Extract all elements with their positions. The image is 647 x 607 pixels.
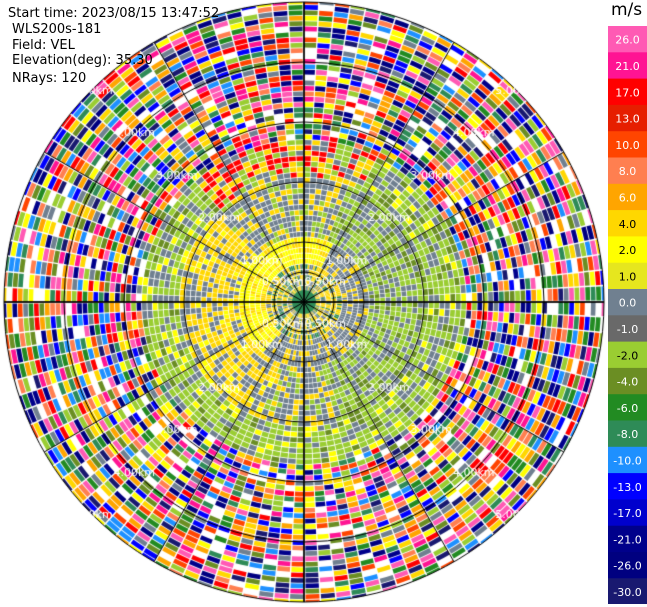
colorbar-tick-label: -6.0 — [617, 402, 638, 415]
colorbar-tick-label: 2.0 — [619, 244, 637, 257]
colorbar-swatch — [608, 420, 647, 448]
colorbar-swatch — [608, 578, 647, 604]
colorbar-swatch — [608, 236, 647, 264]
colorbar-tick-label: -13.0 — [613, 481, 641, 494]
colorbar-swatch — [608, 157, 647, 185]
elevation-label: Elevation(deg): 35.30 — [12, 53, 153, 68]
colorbar-tick-label: -2.0 — [617, 349, 638, 362]
colorbar-tick-label: 0.0 — [619, 297, 637, 310]
colorbar-swatch — [608, 499, 647, 527]
colorbar-swatch — [608, 210, 647, 237]
colorbar-tick-label: 1.0 — [619, 270, 637, 283]
colorbar-swatch — [608, 289, 647, 316]
colorbar-swatch — [608, 446, 647, 474]
colorbar-swatch — [608, 131, 647, 158]
colorbar-units-label: m/s — [611, 0, 643, 20]
colorbar-tick-label: -30.0 — [613, 586, 641, 599]
colorbar-swatch — [608, 26, 647, 53]
nrays-label: NRays: 120 — [12, 71, 87, 86]
colorbar-tick-label: 8.0 — [619, 165, 637, 178]
colorbar-tick-label: -17.0 — [613, 507, 641, 520]
colorbar-tick-label: 17.0 — [615, 86, 640, 99]
colorbar-tick-label: 6.0 — [619, 191, 637, 204]
colorbar-tick-label: -10.0 — [613, 454, 641, 467]
colorbar-swatch — [608, 78, 647, 106]
colorbar-tick-label: -1.0 — [617, 323, 638, 336]
colorbar-swatch — [608, 262, 647, 290]
colorbar-tick-label: -4.0 — [617, 376, 638, 389]
colorbar-swatch — [608, 183, 647, 211]
colorbar-swatch — [608, 52, 647, 80]
colorbar-swatch — [608, 552, 647, 579]
colorbar-tick-label: 10.0 — [615, 139, 640, 152]
colorbar-swatch — [608, 315, 647, 343]
instrument-label: WLS200s-181 — [12, 22, 102, 37]
colorbar-tick-label: -8.0 — [617, 428, 638, 441]
start-time-label: Start time: 2023/08/15 13:47:52 — [8, 6, 220, 21]
colorbar-swatch — [608, 525, 647, 553]
colorbar-tick-label: -21.0 — [613, 533, 641, 546]
colorbar-tick-label: 21.0 — [615, 60, 640, 73]
colorbar-swatch — [608, 473, 647, 500]
colorbar-tick-label: 13.0 — [615, 113, 640, 126]
colorbar-tick-label: 4.0 — [619, 218, 637, 231]
field-label: Field: VEL — [12, 38, 75, 53]
colorbar-swatch — [608, 394, 647, 421]
colorbar-tick-label: -26.0 — [613, 560, 641, 573]
colorbar-swatch — [608, 104, 647, 132]
colorbar-tick-label: 26.0 — [615, 34, 640, 47]
colorbar: 26.0 21.0 17.0 13.0 10.0 8.0 6.0 4.0 2.0 1.0 0.0 -1… — [608, 26, 647, 604]
colorbar-swatch — [608, 367, 647, 395]
colorbar-swatch — [608, 341, 647, 369]
